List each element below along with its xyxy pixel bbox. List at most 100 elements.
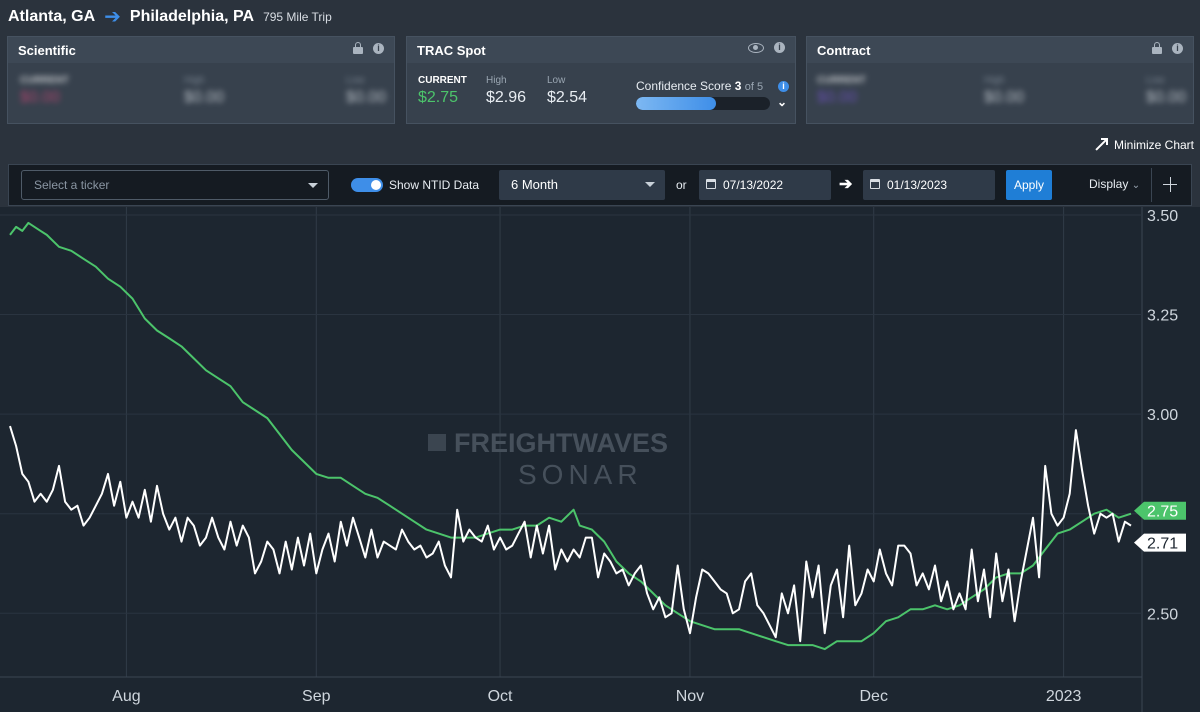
route-header: Atlanta, GA ➔ Philadelphia, PA 795 Mile … (8, 5, 332, 29)
high-label: High (984, 75, 1005, 86)
display-menu[interactable]: Display ⌄ (1089, 177, 1140, 191)
current-value: $0.00 (817, 89, 858, 106)
scientific-card-header: Scientific i (8, 37, 394, 63)
crosshair-icon[interactable] (1151, 168, 1186, 202)
range-value: 6 Month (511, 177, 558, 192)
range-select[interactable]: 6 Month (499, 170, 665, 200)
watermark-logo-icon (428, 434, 446, 451)
apply-button[interactable]: Apply (1006, 170, 1052, 200)
lock-icon[interactable] (353, 42, 363, 54)
current-label: CURRENT (20, 75, 69, 86)
current-label: CURRENT (817, 75, 866, 86)
minimize-chart-button[interactable]: Minimize Chart (1094, 138, 1194, 152)
minimize-chart-label: Minimize Chart (1113, 138, 1194, 152)
last-value-badge (1134, 501, 1186, 520)
trac-stats: CURRENT $2.75 High $2.96 Low $2.54 Confi… (407, 63, 795, 123)
calendar-icon (870, 179, 880, 189)
x-tick-label: 2023 (1046, 688, 1082, 705)
high-value: $0.00 (984, 89, 1025, 106)
display-label: Display (1089, 177, 1129, 191)
info-icon[interactable]: i (778, 81, 789, 92)
watermark-bottom: SONAR (518, 459, 643, 490)
watermark-top: FREIGHTWAVES (454, 428, 668, 458)
scientific-card-title: Scientific (18, 42, 76, 58)
x-tick-label: Oct (488, 688, 513, 705)
current-label: CURRENT (418, 75, 467, 86)
grid-lines (0, 207, 1143, 712)
last-value-badge (1134, 533, 1186, 552)
start-date-value: 07/13/2022 (723, 178, 784, 192)
line-chart: FREIGHTWAVES SONAR Aug Sep Oct Nov Dec 2023 2… (0, 207, 1200, 712)
x-tick-label: Sep (302, 688, 331, 705)
y-tick-label: 3.00 (1147, 407, 1178, 424)
ticker-select[interactable]: Select a ticker (21, 170, 329, 200)
caret-down-icon (308, 183, 318, 188)
last-value-label: 2.75 (1147, 504, 1178, 521)
info-icon[interactable]: i (1172, 42, 1183, 54)
chart-toolbar: Select a ticker Show NTID Data 6 Month o… (8, 164, 1192, 206)
last-value-tag: 2.75 (1134, 501, 1186, 521)
route-arrow-icon: ➔ (104, 6, 121, 28)
x-axis: Aug Sep Oct Nov Dec 2023 (112, 688, 1081, 705)
current-value: $0.00 (20, 89, 61, 106)
freightwaves-sonar-watermark: FREIGHTWAVES SONAR (428, 428, 668, 490)
high-label: High (486, 75, 507, 86)
scientific-stats: CURRENT $0.00 High $0.00 Low $0.00 (8, 63, 394, 123)
y-tick-label: 3.25 (1147, 308, 1178, 325)
confidence-bar-fill (636, 97, 717, 110)
high-label: High (184, 75, 205, 86)
start-date-input[interactable]: 07/13/2022 (699, 170, 831, 200)
x-tick-label: Dec (859, 688, 887, 705)
end-date-value: 01/13/2023 (887, 178, 948, 192)
arrow-right-icon: ➔ (839, 176, 853, 193)
contract-card-header: Contract i (807, 37, 1193, 63)
last-value-label: 2.71 (1147, 536, 1178, 553)
eye-icon[interactable] (748, 42, 764, 53)
series-lines (9, 221, 1132, 651)
origin-city: Atlanta, GA (8, 8, 96, 25)
or-label: or (676, 178, 687, 192)
confidence-score: Confidence Score 3 of 5 i ⌄ (636, 79, 789, 110)
confidence-label: Confidence Score (636, 79, 732, 93)
trac-card-header: TRAC Spot i (407, 37, 795, 63)
low-value: $0.00 (346, 89, 387, 106)
ticker-placeholder: Select a ticker (34, 178, 110, 192)
x-tick-label: Aug (112, 688, 140, 705)
series-line (9, 221, 1132, 651)
low-label: Low (547, 75, 566, 86)
high-value: $0.00 (184, 89, 225, 106)
minimize-icon (1094, 138, 1108, 152)
y-axis: 2.50 3.00 3.25 3.50 (1147, 208, 1178, 623)
calendar-icon (706, 179, 716, 189)
high-value: $2.96 (486, 89, 527, 106)
contract-card-title: Contract (817, 42, 871, 58)
x-tick-label: Nov (676, 688, 704, 705)
caret-down-icon (645, 182, 655, 187)
confidence-bar (636, 97, 770, 110)
last-value-tags: 2.75 2.71 (1134, 501, 1186, 553)
scientific-card: Scientific i CURRENT $0.00 High $0.00 Lo… (7, 36, 395, 124)
lock-icon[interactable] (1152, 42, 1162, 54)
low-label: Low (346, 75, 365, 86)
info-icon[interactable]: i (373, 42, 384, 54)
low-value: $0.00 (1146, 89, 1187, 106)
trac-spot-card: TRAC Spot i CURRENT $2.75 High $2.96 Low… (406, 36, 796, 124)
chevron-down-icon[interactable]: ⌄ (777, 95, 788, 109)
confidence-of: of 5 (744, 81, 764, 93)
last-value-tag: 2.71 (1134, 533, 1186, 553)
y-tick-label: 3.50 (1147, 208, 1178, 225)
low-label: Low (1146, 75, 1165, 86)
series-line (9, 425, 1132, 643)
ntid-toggle[interactable] (351, 178, 383, 192)
trac-card-title: TRAC Spot (417, 42, 486, 58)
chevron-down-icon: ⌄ (1131, 180, 1141, 191)
ntid-toggle-label: Show NTID Data (389, 178, 480, 192)
end-date-input[interactable]: 01/13/2023 (863, 170, 995, 200)
info-icon[interactable]: i (774, 42, 785, 53)
y-tick-label: 2.50 (1147, 606, 1178, 623)
low-value: $2.54 (547, 89, 588, 106)
contract-card: Contract i CURRENT $0.00 High $0.00 Low … (806, 36, 1194, 124)
chart-background (0, 207, 1200, 712)
trip-distance: 795 Mile Trip (263, 10, 332, 24)
destination-city: Philadelphia, PA (129, 8, 255, 25)
